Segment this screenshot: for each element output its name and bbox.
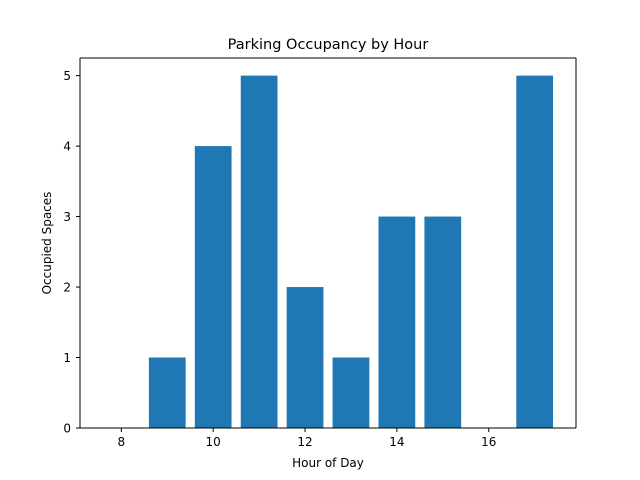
x-tick-label: 16 — [481, 435, 496, 449]
bar-hour-15 — [424, 216, 462, 428]
x-tick-label: 8 — [118, 435, 126, 449]
y-tick-label: 2 — [63, 281, 71, 295]
bar-hour-12 — [286, 287, 324, 428]
y-tick-label: 4 — [63, 140, 71, 154]
y-tick-label: 5 — [63, 69, 71, 83]
y-tick-label: 0 — [63, 422, 71, 436]
plot-frame — [79, 57, 577, 429]
y-axis-ticks: 0 1 2 3 4 5 — [63, 69, 80, 436]
y-axis-title: Occupied Spaces — [40, 192, 54, 295]
bar-hour-9 — [148, 357, 186, 428]
x-axis-ticks: 8 10 12 14 16 — [118, 428, 496, 449]
bar-hour-13 — [332, 357, 370, 428]
x-tick-label: 12 — [297, 435, 312, 449]
bar-hour-11 — [240, 75, 278, 429]
x-tick-label: 14 — [389, 435, 404, 449]
x-axis-title: Hour of Day — [292, 456, 364, 470]
bar-hour-17 — [516, 75, 554, 429]
y-tick-label: 1 — [63, 351, 71, 365]
x-tick-label: 10 — [206, 435, 221, 449]
chart-title: Parking Occupancy by Hour — [228, 37, 429, 53]
bar-hour-14 — [378, 216, 416, 428]
bar-hour-10 — [194, 146, 232, 428]
bars-layer — [148, 75, 554, 429]
y-tick-label: 3 — [63, 210, 71, 224]
